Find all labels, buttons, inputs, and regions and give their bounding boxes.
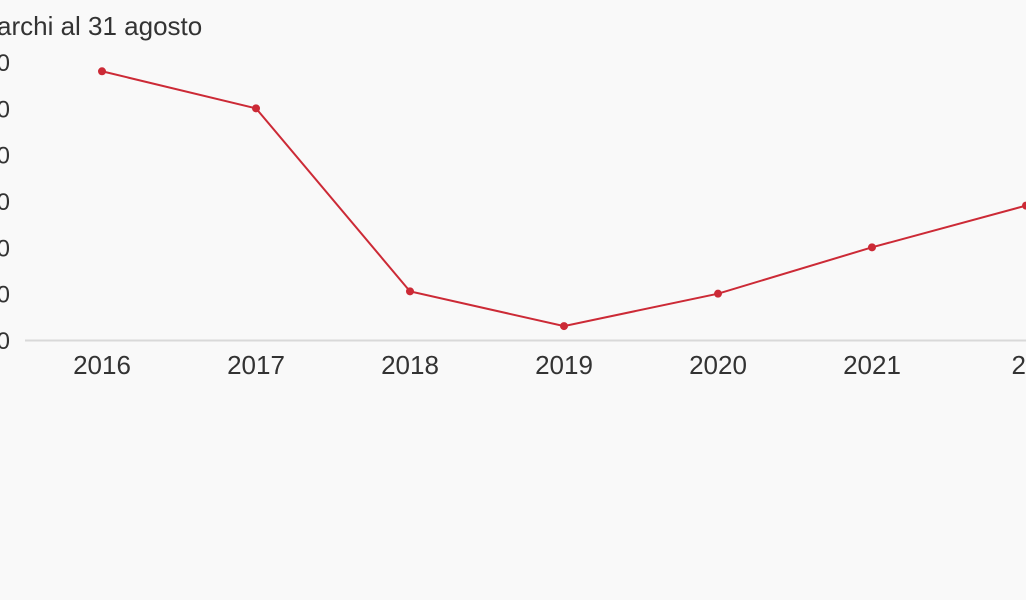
data-point [252, 104, 260, 113]
x-tick-label: 20 [1012, 350, 1026, 380]
data-points [98, 67, 1026, 331]
data-point [1022, 201, 1026, 210]
x-tick-label: 2020 [689, 350, 747, 380]
x-tick-label: 2019 [535, 350, 593, 380]
x-tick-label: 2018 [381, 350, 439, 380]
y-tick-label: 0 [0, 328, 10, 355]
y-tick-label: 0 [0, 235, 10, 262]
chart-title: archi al 31 agosto [0, 11, 203, 41]
y-tick-label: 0 [0, 282, 10, 309]
y-tick-label: 0 [0, 96, 10, 123]
data-point [560, 322, 568, 331]
x-axis-ticks: 2016 2017 2018 2019 2020 2021 20 [73, 350, 1026, 380]
data-point [98, 67, 106, 76]
x-tick-label: 2016 [73, 350, 131, 380]
data-point [868, 243, 876, 252]
y-tick-label: 0 [0, 189, 10, 216]
data-point [406, 287, 414, 296]
x-tick-label: 2017 [227, 350, 285, 380]
x-tick-label: 2021 [843, 350, 901, 380]
y-tick-label: 0 [0, 50, 10, 77]
series-line [101, 70, 1026, 328]
y-axis-ticks: 0 0 0 0 0 0 0 [0, 50, 10, 355]
y-tick-label: 0 [0, 143, 10, 170]
data-point [714, 289, 722, 298]
